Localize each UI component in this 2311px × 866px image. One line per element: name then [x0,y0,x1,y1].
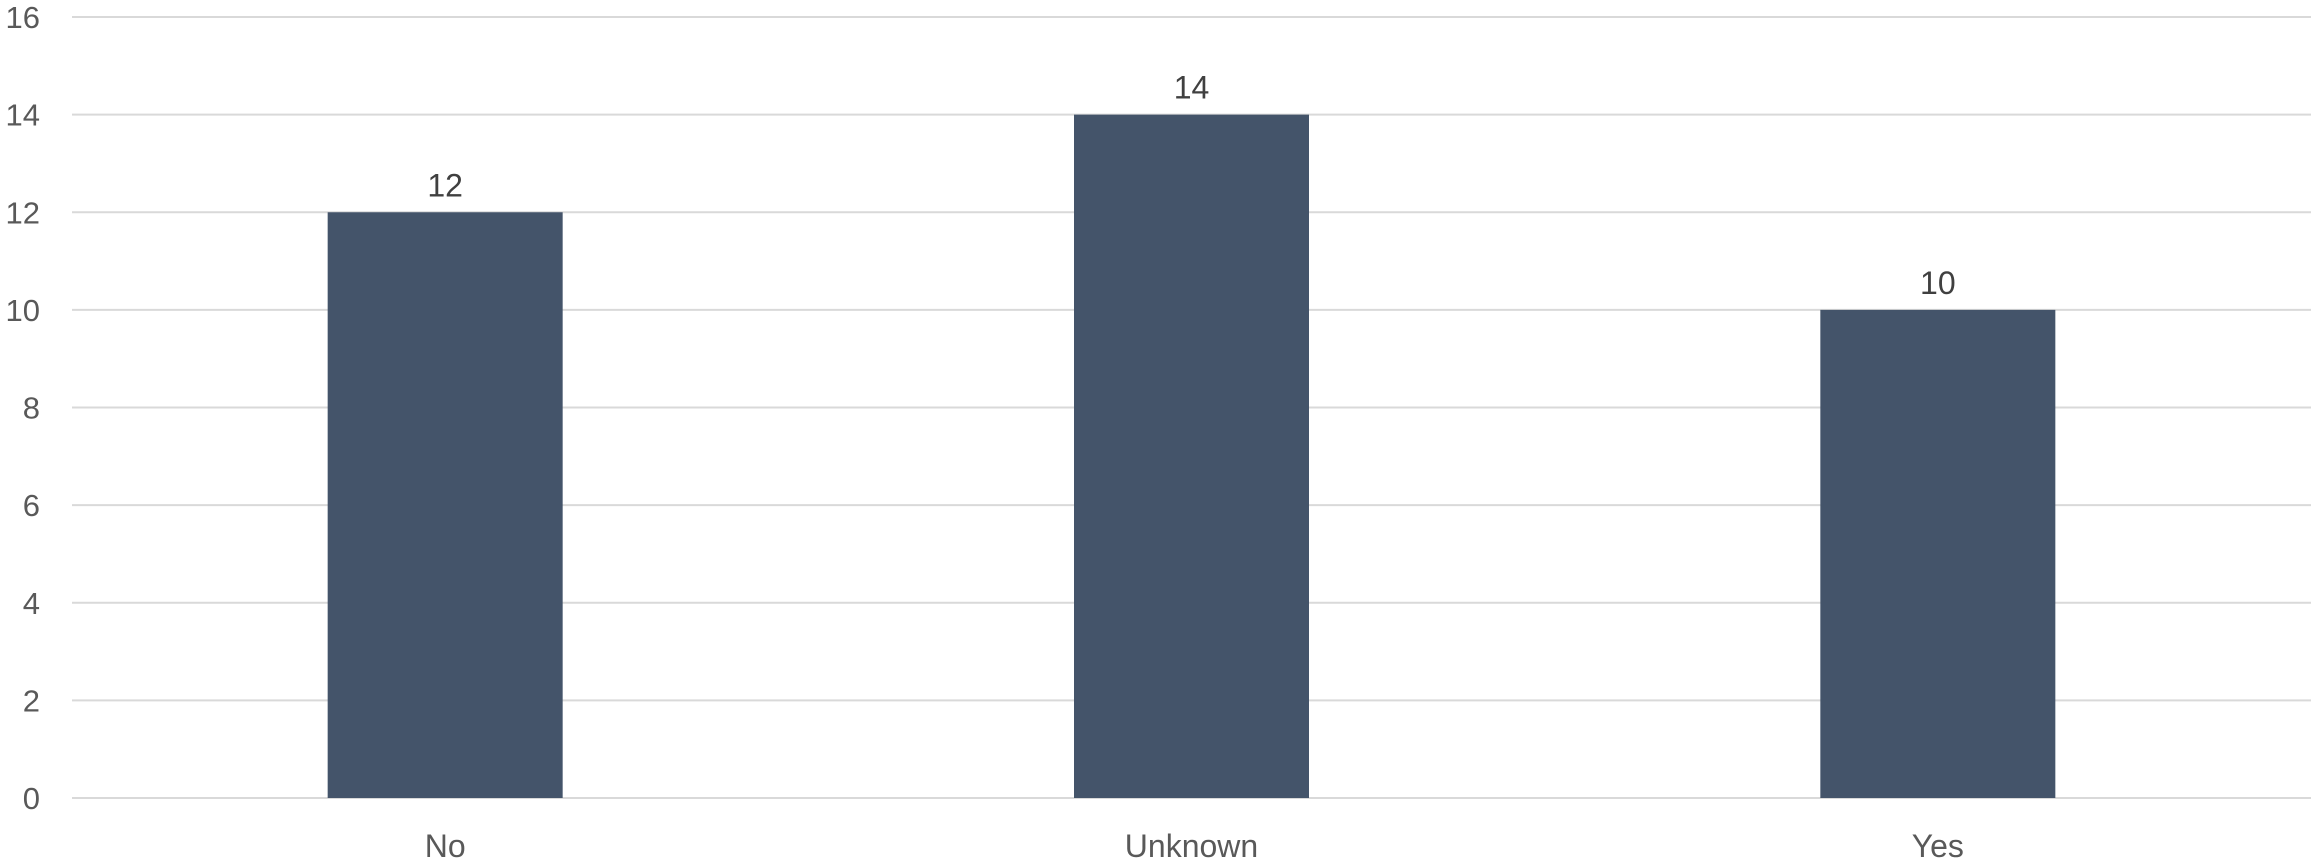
x-tick-label-no: No [425,828,466,864]
data-label-yes: 10 [1920,265,1956,301]
data-label-no: 12 [427,167,463,203]
bar-yes [1820,309,2056,798]
bars [327,114,2056,798]
y-tick-label: 10 [6,293,40,328]
y-tick-label: 14 [6,98,40,133]
y-tick-label: 6 [23,488,40,523]
bar-unknown [1074,114,1309,798]
bar-no [327,212,563,798]
x-axis-tick-labels: No Unknown Yes [425,828,1964,864]
y-tick-label: 12 [6,195,40,230]
x-tick-label-unknown: Unknown [1125,828,1258,864]
y-tick-label: 8 [23,391,40,426]
y-tick-label: 0 [23,781,40,816]
y-tick-label: 16 [6,0,40,35]
x-tick-label-yes: Yes [1912,828,1964,864]
data-labels: 12 14 10 [427,70,1955,301]
y-tick-label: 2 [23,683,40,718]
y-tick-label: 4 [23,586,40,621]
data-label-unknown: 14 [1174,70,1210,106]
y-axis-tick-labels: 0 2 4 6 8 10 12 14 16 [6,0,40,816]
